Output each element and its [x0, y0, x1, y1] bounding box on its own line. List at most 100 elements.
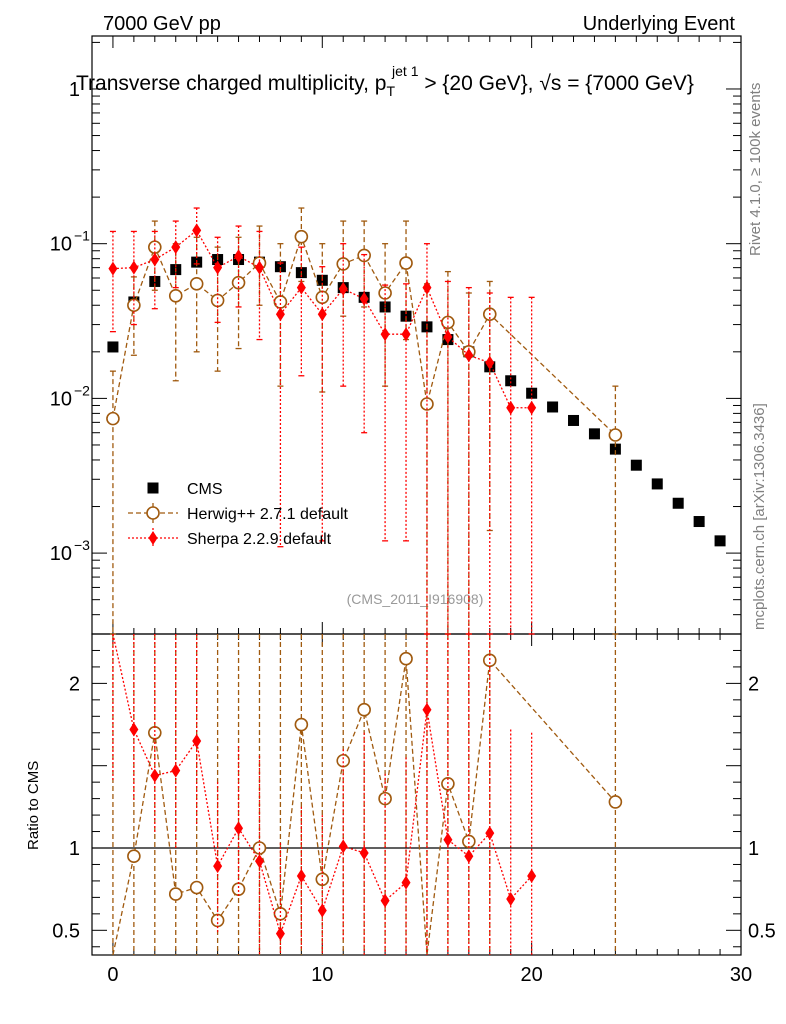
sherpa-data-point [296, 280, 306, 295]
mcplots-label: mcplots.cern.ch [arXiv:1306.3436] [751, 403, 768, 630]
sherpa-ratio-point [380, 893, 390, 908]
sherpa-data-point [464, 348, 474, 363]
herwig-ratio-point [273, 907, 288, 921]
y-tick-exponent: −3 [74, 537, 90, 553]
sherpa-data-point [150, 252, 160, 267]
x-tick-label: 20 [521, 964, 543, 986]
header-left: 7000 GeV pp [103, 13, 221, 35]
cms-data-point [714, 535, 726, 547]
legend: CMS Herwig++ 2.7.1 default Sherpa 2.2.9 de… [128, 481, 349, 548]
sherpa-data-point [527, 400, 537, 415]
sherpa-ratio-point [401, 875, 411, 890]
cms-data-point [526, 387, 538, 399]
y-tick-exponent: −2 [74, 382, 90, 398]
sherpa-ratio-point [296, 868, 306, 883]
rivet-label: Rivet 4.1.0, ≥ 100k events [747, 83, 764, 256]
sherpa-data-point [359, 291, 369, 306]
herwig-ratio-point [127, 849, 141, 864]
chart-title: Transverse charged multiplicity, pTjet 1… [76, 63, 694, 99]
sherpa-ratio-point [422, 702, 432, 717]
cms-data-point [505, 375, 517, 387]
herwig-ratio-point [462, 834, 476, 849]
sherpa-ratio-point [129, 722, 139, 737]
herwig-data-point [273, 295, 288, 309]
sherpa-ratio-point [359, 845, 369, 860]
legend-marker-herwig [146, 506, 160, 520]
herwig-data-point [294, 229, 309, 244]
sherpa-data-point [192, 223, 202, 238]
herwig-ratio-point [399, 651, 413, 666]
ratio-tick-label-right: 1 [748, 838, 759, 860]
sherpa-ratio-point [485, 826, 495, 841]
ratio-panel-frame [91, 633, 742, 956]
sherpa-data-point [506, 400, 516, 415]
herwig-ratio-point [336, 753, 351, 768]
herwig-data-point [315, 290, 330, 305]
title-post: = {7000 GeV} [561, 72, 694, 95]
sherpa-data-point [254, 260, 264, 275]
legend-label-sherpa: Sherpa 2.2.9 default [187, 531, 332, 548]
title-sqrt: √s [539, 72, 561, 95]
sherpa-ratio-point [527, 868, 537, 883]
herwig-ratio-point [482, 653, 497, 668]
y-tick-exponent: −1 [74, 228, 90, 244]
ratio-y-label: Ratio to CMS [25, 761, 42, 850]
sherpa-ratio-point [317, 903, 327, 918]
sherpa-ratio-point [506, 892, 516, 907]
herwig-ratio-point [294, 717, 309, 732]
cms-data-point [651, 478, 663, 490]
title-main: Transverse charged multiplicity, p [76, 72, 386, 95]
herwig-data-point [608, 428, 623, 442]
cms-data-point [547, 401, 559, 413]
y-tick-label: 1 [69, 79, 80, 101]
sherpa-ratio-point [464, 849, 474, 864]
sherpa-ratio-point [275, 926, 285, 941]
herwig-ratio-point [148, 725, 162, 740]
sherpa-ratio-point [234, 821, 244, 836]
cms-data-point [274, 261, 286, 273]
x-tick-label: 30 [730, 964, 752, 986]
sherpa-data-point [129, 260, 139, 275]
cms-data-point [609, 443, 621, 455]
herwig-data-point [168, 289, 183, 303]
herwig-ratio-point [210, 913, 225, 928]
title-mid: > {20 GeV}, [418, 72, 539, 95]
sherpa-ratio-point [254, 854, 264, 869]
title-sub: T [386, 83, 395, 99]
sherpa-data-point [338, 281, 348, 296]
analysis-watermark: (CMS_2011_I916908) [347, 591, 484, 607]
sherpa-data-point [401, 327, 411, 342]
sherpa-data-point [317, 307, 327, 322]
legend-marker-cms [147, 482, 159, 494]
data-marks [106, 207, 726, 956]
sherpa-line [112, 229, 532, 409]
cms-data-point [693, 516, 705, 528]
cms-data-point [672, 497, 684, 509]
sherpa-data-point [213, 260, 223, 275]
sherpa-ratio-point [213, 859, 223, 874]
herwig-data-point [399, 256, 413, 270]
sherpa-ratio-point [338, 839, 348, 854]
sherpa-data-point [171, 240, 181, 255]
ratio-tick-label: 1 [69, 838, 80, 860]
ratio-tick-label-right: 0.5 [748, 920, 776, 942]
herwig-data-point [210, 293, 225, 308]
sherpa-data-point [108, 261, 118, 276]
herwig-data-point [189, 277, 204, 291]
herwig-ratio-point [168, 887, 183, 901]
herwig-ratio-point [608, 795, 623, 809]
ratio-tick-label: 0.5 [52, 920, 80, 942]
sherpa-data-point [380, 327, 390, 342]
sherpa-data-point [443, 329, 453, 344]
x-tick-label: 0 [107, 964, 118, 986]
sherpa-ratio-point [192, 734, 202, 748]
legend-label-herwig: Herwig++ 2.7.1 default [187, 506, 349, 523]
herwig-data-point [148, 240, 162, 254]
title-sup: jet 1 [391, 63, 419, 79]
sherpa-data-point [275, 307, 285, 322]
cms-data-point [630, 459, 642, 471]
cms-data-point [588, 428, 600, 440]
sherpa-data-point [234, 249, 244, 264]
